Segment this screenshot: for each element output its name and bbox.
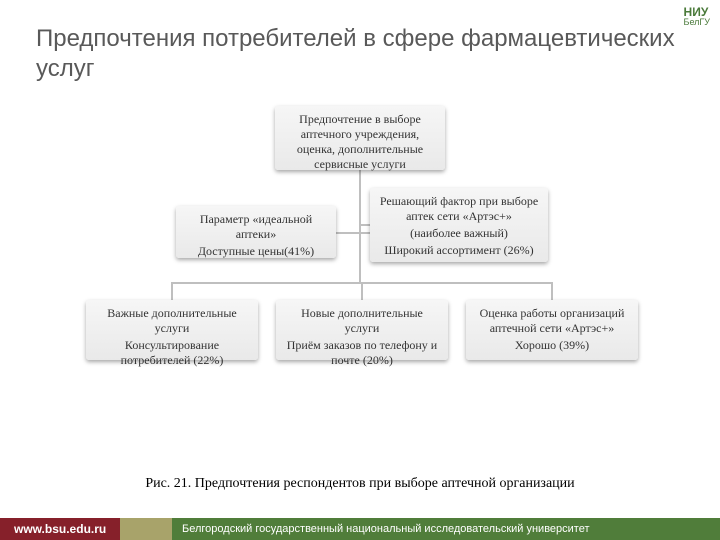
- node-bot-mid: Новые дополнительные услуги Приём заказо…: [276, 300, 448, 360]
- node-text: Хорошо (39%): [474, 338, 630, 353]
- node-root: Предпочтение в выборе аптечного учрежден…: [275, 106, 445, 170]
- footer-url: www.bsu.edu.ru: [0, 518, 120, 540]
- node-text: (наиболее важный): [378, 226, 540, 241]
- node-text: Предпочтение в выборе аптечного учрежден…: [283, 112, 437, 172]
- footer-university: Белгородский государственный национальны…: [172, 518, 720, 540]
- node-text: Приём заказов по телефону и почте (20%): [284, 338, 440, 368]
- node-text: Параметр «идеальной аптеки»: [184, 212, 328, 242]
- logo: НИУ БелГУ: [684, 6, 710, 27]
- node-text: Оценка работы организаций аптечной сети …: [474, 306, 630, 336]
- node-text: Консультирование потребителей (22%): [94, 338, 250, 368]
- page-title: Предпочтения потребителей в сфере фармац…: [36, 24, 680, 84]
- node-text: Решающий фактор при выборе аптек сети «А…: [378, 194, 540, 224]
- connector: [359, 170, 361, 282]
- node-text: Широкий ассортимент (26%): [378, 243, 540, 258]
- node-mid-left: Параметр «идеальной аптеки» Доступные це…: [176, 206, 336, 258]
- node-text: Важные дополнительные услуги: [94, 306, 250, 336]
- node-text: Новые дополнительные услуги: [284, 306, 440, 336]
- logo-line2: БелГУ: [684, 17, 710, 27]
- node-mid-right: Решающий фактор при выборе аптек сети «А…: [370, 188, 548, 262]
- connector: [361, 282, 363, 300]
- connector: [171, 282, 173, 300]
- figure-caption: Рис. 21. Предпочтения респондентов при в…: [0, 476, 720, 492]
- node-bot-right: Оценка работы организаций аптечной сети …: [466, 300, 638, 360]
- node-bot-left: Важные дополнительные услуги Консультиро…: [86, 300, 258, 360]
- org-chart: Предпочтение в выборе аптечного учрежден…: [0, 106, 720, 446]
- footer-bar: www.bsu.edu.ru Белгородский государствен…: [0, 518, 720, 540]
- connector: [551, 282, 553, 300]
- connector: [336, 232, 371, 234]
- node-text: Доступные цены(41%): [184, 244, 328, 259]
